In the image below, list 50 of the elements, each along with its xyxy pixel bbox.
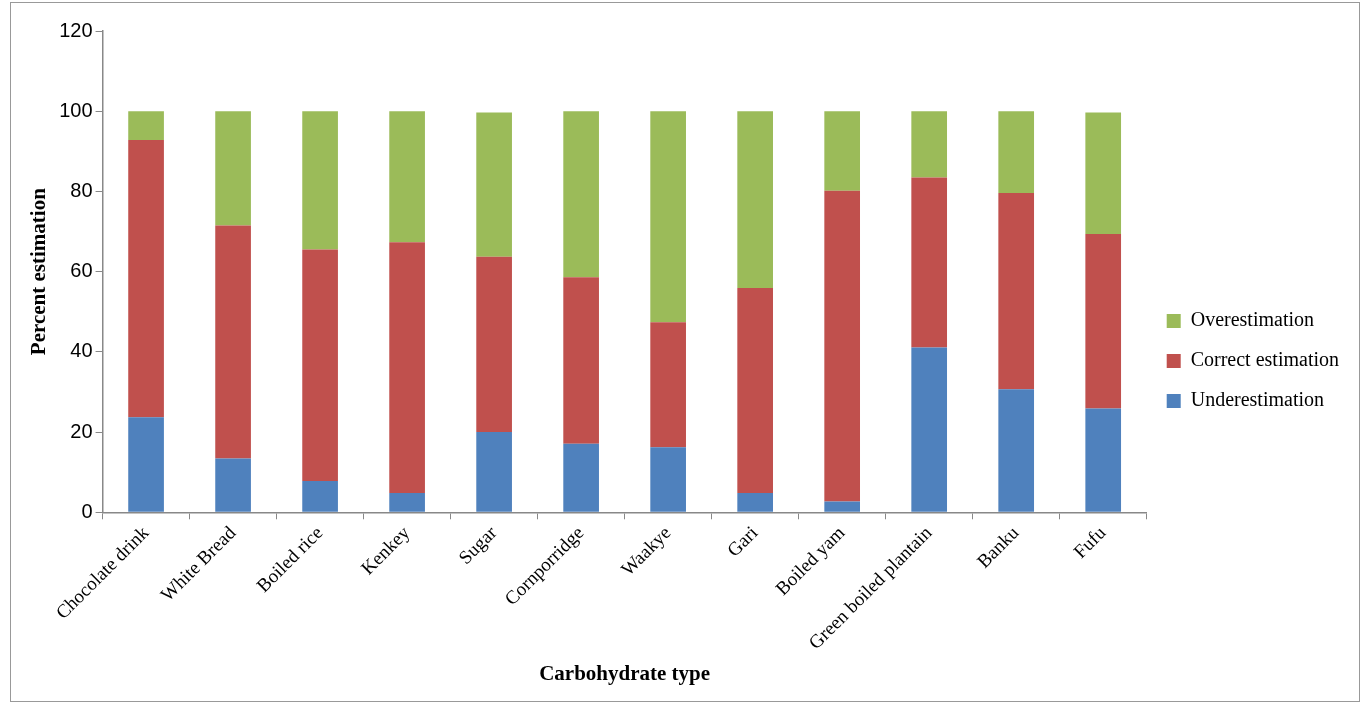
bar [302,481,338,512]
bar [737,111,773,289]
bar [737,493,773,512]
bar [476,432,512,512]
bar [476,112,512,257]
bar [824,111,861,191]
bar [563,277,599,444]
y-tick-label: 20 [70,419,93,442]
bar [911,347,948,512]
bar [215,111,251,226]
bar [824,190,861,502]
bar [128,111,164,141]
bar [737,288,773,494]
y-tick-label: 60 [70,259,93,282]
bar [302,249,338,481]
bar [215,225,251,459]
y-tick-label: 40 [70,339,93,362]
y-tick-label: 0 [81,499,93,522]
legend-label: Underestimation [1190,388,1325,411]
bar [389,111,425,243]
bar [911,177,948,348]
y-tick-label: 80 [70,178,93,201]
bar [215,458,251,512]
bar [476,256,512,433]
bar [650,322,686,448]
bar [389,493,425,512]
y-tick-label: 120 [59,18,93,41]
bar [1085,112,1122,234]
x-tick-label: Fufu [1069,521,1110,563]
legend-label: Overestimation [1190,308,1315,331]
y-tick-label: 100 [59,98,93,121]
bar [1085,233,1122,409]
bar [128,140,164,418]
bar [998,389,1035,512]
bar [824,501,861,512]
bar [911,111,948,178]
bar [998,193,1035,390]
y-axis-title: Percent estimation [26,187,51,356]
bar [1085,408,1122,512]
bar [563,443,599,512]
x-tick-label: Gari [722,521,762,561]
bar [302,111,338,250]
bar [650,111,686,323]
bar [998,111,1035,194]
bar [389,242,425,494]
bar [563,111,599,278]
bar [128,417,164,512]
bar [650,447,686,512]
legend-label: Correct estimation [1190,348,1340,371]
x-axis-title: Carbohydrate type [539,660,711,685]
